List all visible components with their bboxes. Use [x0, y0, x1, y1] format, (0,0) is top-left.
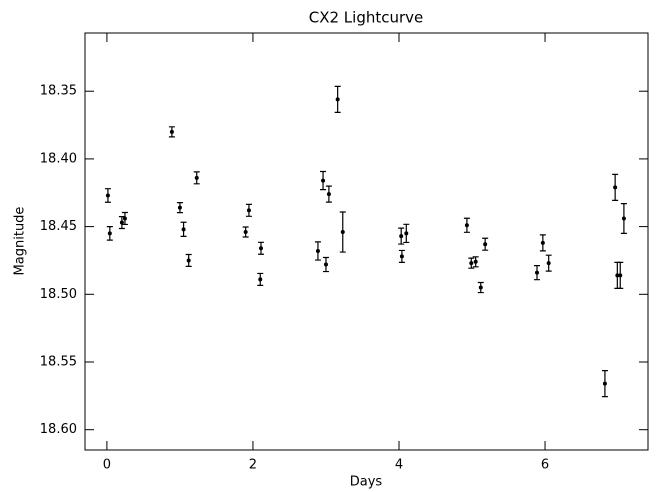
y-axis-label: Magnitude	[13, 207, 28, 276]
data-point	[473, 259, 478, 264]
data-point	[177, 205, 182, 210]
x-tick-label: 4	[395, 458, 403, 473]
data-point	[404, 231, 409, 236]
data-point	[546, 261, 551, 266]
data-point	[621, 216, 626, 221]
y-tick-label: 18.45	[40, 219, 77, 234]
data-point	[321, 178, 326, 183]
data-point	[464, 223, 469, 228]
x-tick-label: 6	[541, 458, 549, 473]
data-point	[535, 270, 540, 275]
data-point	[246, 208, 251, 213]
data-point	[119, 220, 124, 225]
data-point	[243, 230, 248, 235]
data-point	[615, 273, 620, 278]
data-point	[169, 129, 174, 134]
plot-frame	[84, 32, 649, 451]
data-point	[618, 273, 623, 278]
x-axis-label: Days	[350, 475, 383, 490]
data-point	[105, 193, 110, 198]
data-point	[258, 246, 263, 251]
data-point	[335, 97, 340, 102]
y-tick-label: 18.40	[40, 151, 77, 166]
data-point	[399, 254, 404, 259]
data-point	[323, 262, 328, 267]
y-tick-label: 18.50	[40, 287, 77, 302]
data-point	[326, 192, 331, 197]
data-point	[340, 230, 345, 235]
chart-title: CX2 Lightcurve	[309, 9, 424, 27]
x-tick-label: 0	[103, 458, 111, 473]
data-point	[399, 234, 404, 239]
data-point	[469, 261, 474, 266]
data-point	[483, 242, 488, 247]
data-point	[478, 285, 483, 290]
x-tick-label: 2	[249, 458, 257, 473]
data-point	[540, 240, 545, 245]
data-point	[181, 227, 186, 232]
y-tick-label: 18.35	[40, 84, 77, 99]
data-point	[122, 216, 127, 221]
data-point	[194, 175, 199, 180]
y-tick-label: 18.60	[40, 422, 77, 437]
data-point	[186, 258, 191, 263]
data-point	[107, 231, 112, 236]
data-point	[315, 248, 320, 253]
data-point	[602, 381, 607, 386]
data-point	[258, 277, 263, 282]
y-tick-label: 18.55	[40, 354, 77, 369]
data-point	[613, 185, 618, 190]
